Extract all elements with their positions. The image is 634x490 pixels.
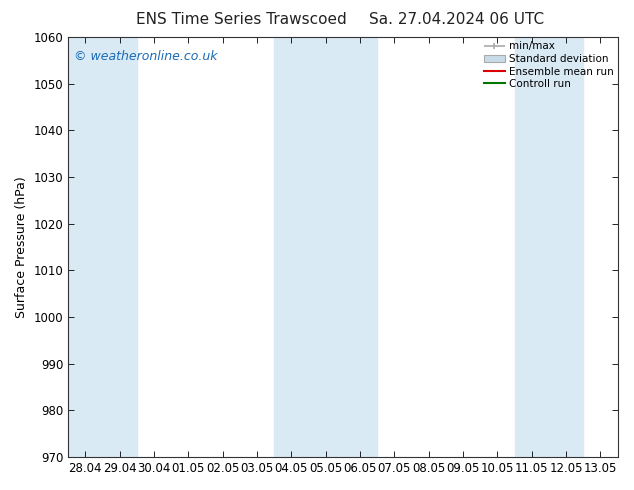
Text: ENS Time Series Trawscoed: ENS Time Series Trawscoed <box>136 12 346 27</box>
Y-axis label: Surface Pressure (hPa): Surface Pressure (hPa) <box>15 176 28 318</box>
Bar <box>515 37 583 457</box>
Bar <box>275 37 377 457</box>
Text: Sa. 27.04.2024 06 UTC: Sa. 27.04.2024 06 UTC <box>369 12 544 27</box>
Legend: min/max, Standard deviation, Ensemble mean run, Controll run: min/max, Standard deviation, Ensemble me… <box>482 39 616 91</box>
Text: © weatheronline.co.uk: © weatheronline.co.uk <box>74 50 217 63</box>
Bar <box>68 37 137 457</box>
